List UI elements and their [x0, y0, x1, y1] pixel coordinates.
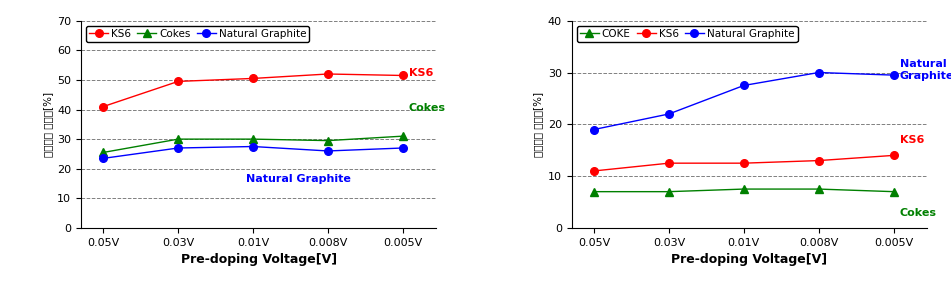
Line: Cokes: Cokes: [100, 132, 407, 156]
Text: Natural Graphite: Natural Graphite: [245, 174, 350, 184]
Natural Graphite: [247, 145, 259, 148]
COKE: [888, 190, 900, 194]
KS6: [247, 77, 259, 80]
COKE: [813, 187, 825, 191]
Natural Graphite: [888, 73, 900, 77]
Text: Cokes: Cokes: [900, 208, 937, 218]
Natural Graphite: [398, 146, 409, 150]
Natural Graphite: [663, 112, 674, 116]
KS6: [322, 72, 334, 76]
COKE: [738, 187, 749, 191]
Natural Graphite: [172, 146, 184, 150]
Cokes: [98, 151, 109, 154]
Line: KS6: KS6: [100, 70, 407, 110]
Text: Natural
Graphite: Natural Graphite: [900, 59, 951, 81]
KS6: [663, 161, 674, 165]
Cokes: [322, 139, 334, 142]
Line: Natural Graphite: Natural Graphite: [591, 69, 898, 133]
Text: KS6: KS6: [409, 67, 433, 78]
Y-axis label: 전극무게 변화율[%]: 전극무게 변화율[%]: [43, 92, 53, 157]
Line: KS6: KS6: [591, 152, 898, 175]
Text: Cokes: Cokes: [409, 103, 446, 113]
Natural Graphite: [813, 71, 825, 74]
Cokes: [172, 137, 184, 141]
Natural Graphite: [589, 128, 600, 131]
Line: COKE: COKE: [591, 185, 898, 195]
Natural Graphite: [322, 149, 334, 153]
KS6: [98, 105, 109, 108]
KS6: [888, 154, 900, 157]
X-axis label: Pre-doping Voltage[V]: Pre-doping Voltage[V]: [671, 253, 827, 266]
Cokes: [398, 134, 409, 138]
KS6: [589, 169, 600, 173]
KS6: [738, 161, 749, 165]
COKE: [589, 190, 600, 194]
X-axis label: Pre-doping Voltage[V]: Pre-doping Voltage[V]: [181, 253, 337, 266]
Text: KS6: KS6: [900, 135, 924, 145]
Legend: KS6, Cokes, Natural Graphite: KS6, Cokes, Natural Graphite: [86, 26, 309, 42]
COKE: [663, 190, 674, 194]
Line: Natural Graphite: Natural Graphite: [100, 143, 407, 162]
KS6: [172, 80, 184, 83]
KS6: [813, 159, 825, 162]
Legend: COKE, KS6, Natural Graphite: COKE, KS6, Natural Graphite: [577, 26, 798, 42]
Natural Graphite: [738, 84, 749, 87]
KS6: [398, 74, 409, 77]
Natural Graphite: [98, 157, 109, 160]
Cokes: [247, 137, 259, 141]
Y-axis label: 전극두께 변화율[%]: 전극두께 변화율[%]: [534, 92, 544, 157]
